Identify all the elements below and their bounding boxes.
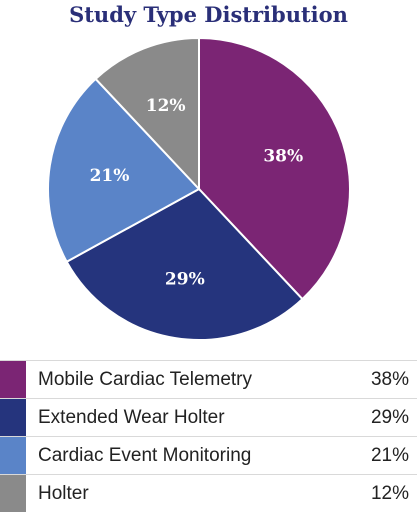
pie-slice: [47, 77, 201, 264]
legend-label: Extended Wear Holter: [38, 407, 225, 428]
legend-swatch: [0, 437, 26, 474]
chart-title: Study Type Distribution: [69, 2, 348, 27]
legend-swatch: [0, 361, 26, 398]
pie-chart: 38% 29% 21% 12%: [47, 36, 351, 341]
legend-item: Holter 12%: [0, 474, 417, 512]
legend: Mobile Cardiac Telemetry 38% Extended We…: [0, 360, 417, 512]
pie-slice: [198, 36, 351, 301]
legend-value: 12%: [370, 483, 409, 504]
slice-label: 29%: [165, 269, 205, 289]
legend-label: Mobile Cardiac Telemetry: [38, 369, 253, 390]
legend-swatch: [0, 399, 26, 436]
pie-slice: [65, 187, 304, 341]
legend-item: Extended Wear Holter 29%: [0, 398, 417, 436]
legend-label: Cardiac Event Monitoring: [38, 445, 252, 466]
legend-swatch: [0, 475, 26, 512]
slice-label: 12%: [146, 96, 186, 116]
slice-label: 38%: [263, 147, 303, 167]
pie-slice: [94, 36, 200, 192]
legend-item: Cardiac Event Monitoring 21%: [0, 436, 417, 474]
legend-value: 29%: [370, 407, 409, 428]
legend-value: 21%: [370, 445, 409, 466]
legend-label: Holter: [38, 483, 89, 504]
legend-value: 38%: [370, 369, 409, 390]
legend-item: Mobile Cardiac Telemetry 38%: [0, 360, 417, 398]
slice-label: 21%: [90, 166, 130, 186]
